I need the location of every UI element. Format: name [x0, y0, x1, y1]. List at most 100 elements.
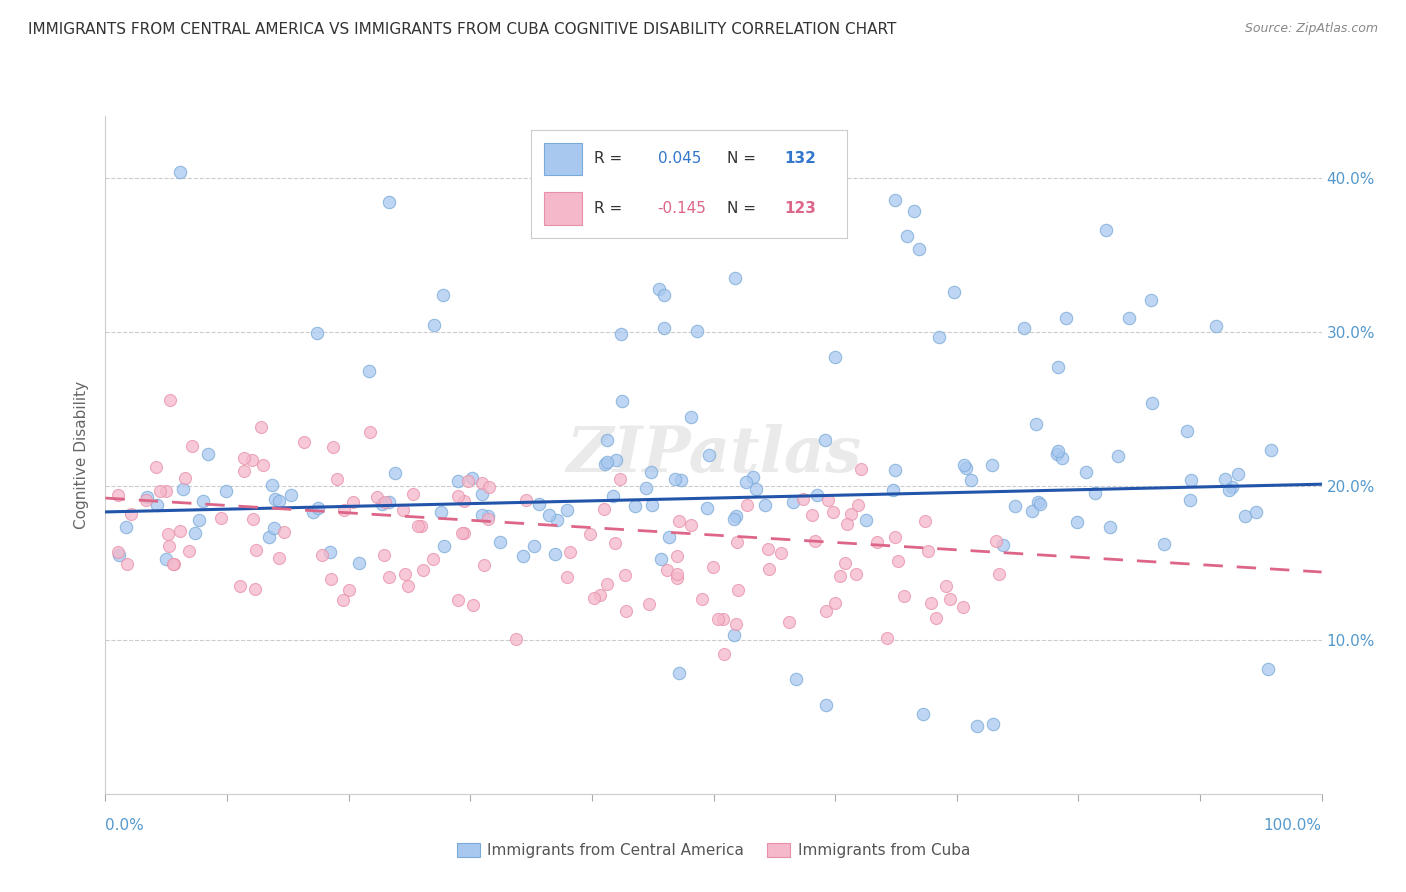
Point — [803, 533, 825, 548]
Point — [745, 482, 768, 496]
Point — [823, 505, 845, 519]
Point — [394, 567, 416, 582]
Point — [883, 530, 905, 544]
Point — [697, 448, 720, 462]
Point — [233, 450, 256, 465]
Point — [1046, 444, 1069, 458]
Point — [845, 567, 868, 582]
Text: Source: ZipAtlas.com: Source: ZipAtlas.com — [1244, 22, 1378, 36]
Point — [1021, 504, 1043, 518]
Point — [912, 706, 935, 721]
Point — [423, 318, 446, 333]
Point — [250, 420, 273, 434]
Point — [430, 505, 453, 519]
Point — [596, 577, 619, 591]
Point — [1139, 293, 1161, 308]
Point — [707, 612, 730, 626]
Point — [981, 717, 1004, 731]
Point — [1118, 311, 1140, 326]
Point — [1084, 486, 1107, 500]
Point — [641, 498, 664, 512]
Point — [801, 508, 824, 522]
Point — [1014, 321, 1036, 335]
Point — [609, 472, 631, 486]
Point — [120, 507, 142, 521]
Point — [616, 604, 638, 618]
Point — [1153, 536, 1175, 550]
Point — [769, 546, 792, 560]
Point — [267, 494, 290, 508]
Point — [162, 557, 184, 571]
Point — [1257, 662, 1279, 676]
Point — [657, 563, 679, 577]
Point — [432, 288, 454, 302]
Point — [174, 471, 197, 485]
Point — [307, 500, 329, 515]
Point — [855, 513, 877, 527]
Point — [371, 497, 394, 511]
Point — [1050, 451, 1073, 466]
Point — [1140, 396, 1163, 410]
Point — [557, 569, 579, 583]
Point — [478, 480, 501, 494]
Point — [814, 433, 837, 447]
Point — [593, 457, 616, 471]
Point — [952, 458, 974, 472]
Point — [263, 521, 285, 535]
Point — [474, 558, 496, 572]
Point — [172, 482, 194, 496]
Point — [145, 460, 167, 475]
Point — [471, 508, 494, 522]
Point — [322, 440, 344, 454]
Point — [245, 542, 267, 557]
Point — [384, 466, 406, 480]
Point — [307, 326, 329, 340]
Point — [398, 579, 420, 593]
Point — [1029, 496, 1052, 510]
Point — [711, 612, 734, 626]
Point — [262, 477, 284, 491]
Point — [337, 583, 360, 598]
Point — [1076, 465, 1098, 479]
Point — [596, 455, 619, 469]
Point — [876, 631, 898, 645]
Point — [107, 545, 129, 559]
Point — [893, 590, 915, 604]
Point — [257, 530, 280, 544]
Point — [155, 552, 177, 566]
Point — [252, 458, 274, 472]
Legend: Immigrants from Central America, Immigrants from Cuba: Immigrants from Central America, Immigra… — [451, 837, 976, 864]
Point — [735, 475, 758, 489]
Point — [401, 487, 423, 501]
Point — [735, 498, 758, 512]
Point — [477, 508, 499, 523]
Point — [471, 487, 494, 501]
Point — [263, 491, 285, 506]
Point — [778, 615, 800, 629]
Point — [920, 595, 942, 609]
Point — [489, 535, 512, 549]
Point — [157, 540, 180, 554]
Point — [782, 494, 804, 508]
Point — [991, 538, 1014, 552]
Point — [955, 460, 977, 475]
Point — [332, 593, 354, 607]
Point — [685, 324, 707, 338]
Point — [882, 483, 904, 498]
Point — [824, 350, 846, 364]
Point — [1054, 311, 1077, 326]
Point — [650, 552, 672, 566]
Point — [366, 490, 388, 504]
Text: ZIPatlas: ZIPatlas — [567, 425, 860, 485]
Point — [453, 493, 475, 508]
Point — [359, 364, 381, 378]
Point — [724, 270, 747, 285]
Point — [668, 514, 690, 528]
Point — [461, 471, 484, 485]
Point — [980, 458, 1002, 473]
Point — [378, 494, 401, 508]
Point — [162, 558, 184, 572]
Point — [966, 719, 988, 733]
Point — [433, 539, 456, 553]
Point — [326, 472, 349, 486]
